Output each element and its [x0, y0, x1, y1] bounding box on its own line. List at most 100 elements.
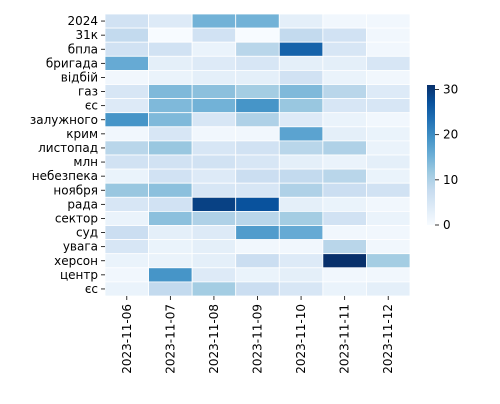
heatmap-cell — [366, 27, 411, 43]
heatmap-cell — [191, 196, 237, 212]
heatmap-cell — [104, 210, 149, 226]
heatmap-cell — [278, 84, 324, 100]
heatmap-cell — [366, 267, 411, 283]
heatmap-cell — [366, 98, 411, 114]
heatmap-cell — [366, 13, 411, 29]
heatmap-cell — [322, 168, 367, 184]
heatmap-cell — [235, 27, 280, 43]
y-tick-label: 31к — [75, 28, 98, 42]
heatmap-cell — [366, 196, 411, 212]
heatmap-cell — [104, 27, 149, 43]
heatmap-cell — [322, 267, 367, 283]
y-tick-label: крим — [66, 127, 98, 141]
heatmap-cell — [104, 196, 149, 212]
heatmap-cell — [191, 225, 237, 241]
heatmap-cell — [235, 168, 280, 184]
heatmap-cell — [191, 84, 237, 100]
heatmap-cell — [148, 27, 193, 43]
y-tick-label: суд — [76, 226, 98, 240]
heatmap-cell — [191, 27, 237, 43]
heatmap-cell — [148, 253, 193, 269]
heatmap-cell — [104, 182, 149, 198]
heatmap-cell — [148, 154, 193, 170]
heatmap-cell — [322, 239, 367, 255]
heatmap-cell — [278, 13, 324, 29]
heatmap-cell — [104, 70, 149, 85]
heatmap-cell — [278, 281, 324, 297]
heatmap-cell — [366, 168, 411, 184]
heatmap-cell — [235, 267, 280, 283]
heatmap-cell — [278, 154, 324, 170]
colorbar-tick-label: 20 — [443, 128, 458, 142]
heatmap-cell — [322, 210, 367, 226]
heatmap-cell — [191, 41, 237, 57]
heatmap-cell — [322, 13, 367, 29]
heatmap-cell — [278, 112, 324, 128]
heatmap-cell — [235, 41, 280, 57]
heatmap-cell — [322, 41, 367, 57]
heatmap-cell — [278, 41, 324, 57]
heatmap-cell — [191, 55, 237, 71]
x-tick-label: 2023-11-10 — [294, 304, 308, 374]
heatmap-cell — [322, 196, 367, 212]
x-tick-label: 2023-11-07 — [163, 304, 177, 374]
heatmap-cell — [104, 225, 149, 241]
y-tick-label: рада — [67, 197, 98, 211]
heatmap-cell — [322, 126, 367, 142]
heatmap-cell — [104, 98, 149, 114]
y-tick-label: бпла — [68, 42, 98, 56]
heatmap-cell — [148, 41, 193, 57]
heatmap-cell — [278, 126, 324, 142]
heatmap-cell — [104, 13, 149, 29]
heatmap-cell — [191, 112, 237, 128]
heatmap-cell — [191, 239, 237, 255]
heatmap-cell — [148, 196, 193, 212]
heatmap-cell — [148, 55, 193, 71]
heatmap-cell — [366, 239, 411, 255]
heatmap-cell — [235, 239, 280, 255]
heatmap-cell — [191, 253, 237, 269]
heatmap-cell — [366, 126, 411, 142]
heatmap-cells — [104, 13, 411, 297]
heatmap-cell — [278, 267, 324, 283]
heatmap-cell — [148, 182, 193, 198]
heatmap-cell — [235, 196, 280, 212]
heatmap-cell — [278, 253, 324, 269]
heatmap-cell — [366, 41, 411, 57]
heatmap-cell — [366, 281, 411, 297]
y-tick-label: увага — [63, 240, 98, 254]
y-tick-label: центр — [60, 268, 98, 282]
heatmap-cell — [148, 239, 193, 255]
heatmap-cell — [235, 126, 280, 142]
heatmap-cell — [278, 225, 324, 241]
heatmap-cell — [148, 210, 193, 226]
heatmap-cell — [191, 140, 237, 156]
heatmap-cell — [148, 84, 193, 100]
heatmap-cell — [191, 154, 237, 170]
x-tick-label: 2023-11-12 — [381, 304, 395, 374]
x-tick-label: 2023-11-06 — [120, 304, 134, 374]
heatmap-cell — [278, 55, 324, 71]
y-tick-label: залужного — [30, 113, 98, 127]
heatmap-cell — [104, 267, 149, 283]
heatmap-cell — [191, 13, 237, 29]
heatmap-cell — [278, 27, 324, 43]
heatmap-cell — [191, 98, 237, 114]
heatmap-cell — [191, 210, 237, 226]
y-axis-labels: 202431кбплабригадавідбійгазєсзалужногокр… — [30, 14, 105, 296]
y-tick-label: єс — [85, 99, 98, 113]
heatmap-cell — [235, 281, 280, 297]
heatmap-cell — [148, 267, 193, 283]
y-tick-label: бригада — [46, 56, 98, 70]
heatmap-cell — [278, 239, 324, 255]
colorbar: 0 10 20 30 — [427, 83, 458, 232]
heatmap-cell — [148, 70, 193, 85]
heatmap-cell — [104, 154, 149, 170]
heatmap-cell — [235, 98, 280, 114]
heatmap-cell — [366, 112, 411, 128]
heatmap-cell — [104, 112, 149, 128]
heatmap-cell — [191, 70, 237, 85]
heatmap-cell — [278, 210, 324, 226]
heatmap-cell — [322, 225, 367, 241]
